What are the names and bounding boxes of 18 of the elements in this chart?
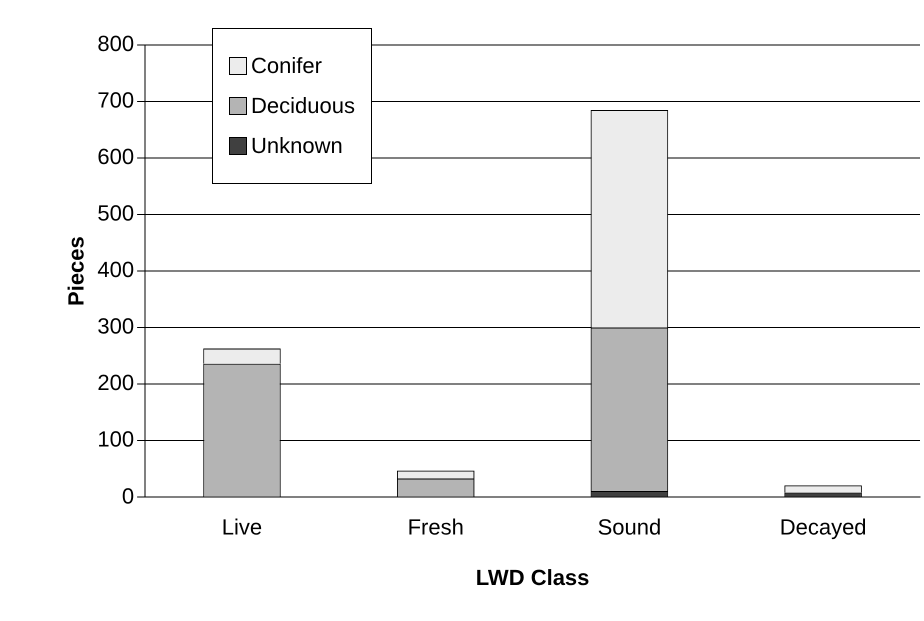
legend-label: Unknown	[251, 133, 343, 159]
y-tick-label: 500	[97, 200, 134, 226]
x-tick-label: Decayed	[780, 514, 867, 540]
legend-label: Deciduous	[251, 93, 355, 119]
x-tick-label: Sound	[598, 514, 662, 540]
y-tick-label: 800	[97, 31, 134, 56]
x-axis-title: LWD Class	[476, 564, 590, 590]
y-axis-title: Pieces	[63, 236, 88, 306]
x-tick-label: Live	[222, 514, 262, 540]
y-tick-label: 400	[97, 257, 134, 282]
y-tick-label: 200	[97, 370, 134, 396]
y-tick-label: 600	[97, 144, 134, 170]
y-tick-label: 300	[97, 314, 134, 339]
y-tick-label: 0	[122, 483, 134, 508]
legend-label: Conifer	[251, 53, 322, 79]
x-tick-label: Fresh	[408, 514, 464, 540]
y-tick-label: 700	[97, 88, 134, 113]
y-tick-label: 100	[97, 426, 134, 452]
